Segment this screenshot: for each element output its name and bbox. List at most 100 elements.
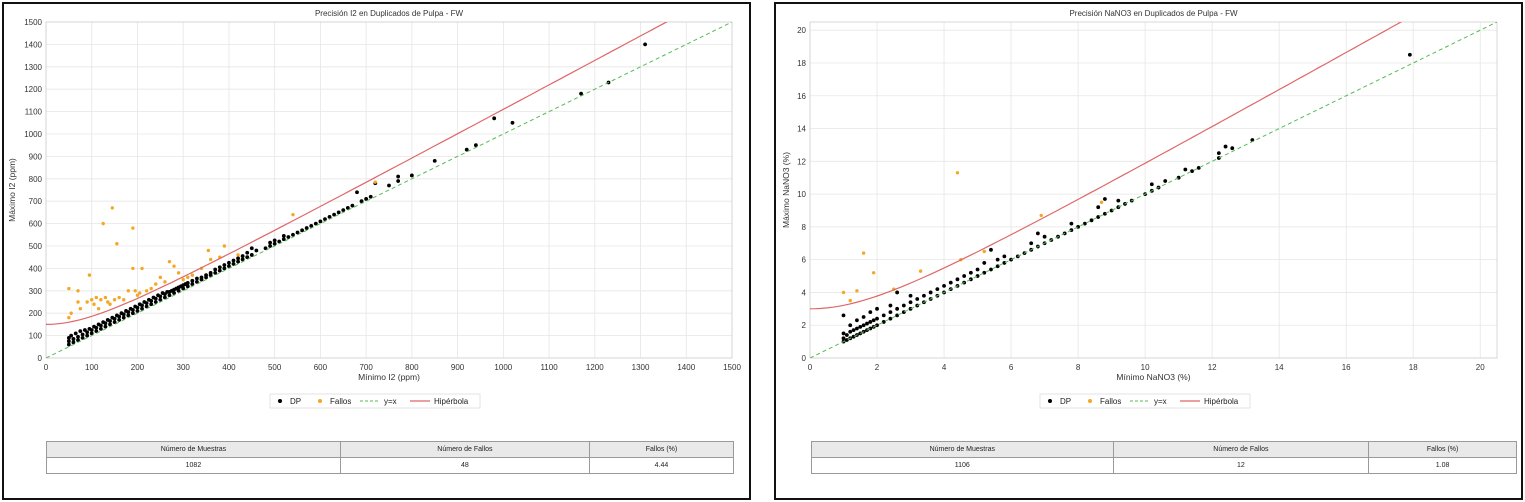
dp-point: [895, 290, 900, 295]
dp-point: [1082, 221, 1087, 226]
dp-point: [112, 320, 117, 325]
fallo-point: [94, 295, 99, 300]
dp-point: [1103, 211, 1107, 216]
dp-point: [841, 313, 846, 318]
y-tick-label: 20: [797, 26, 806, 35]
dp-point: [240, 254, 245, 258]
fallo-point: [841, 290, 846, 295]
dp-point: [875, 316, 879, 321]
x-tick-label: 4: [942, 363, 947, 372]
dp-point: [1042, 234, 1047, 239]
fallo-point: [154, 282, 158, 286]
y-tick-label: 4: [802, 288, 807, 297]
fallo-point: [87, 273, 92, 277]
dp-point: [948, 280, 953, 285]
y-tick-label: 700: [29, 197, 43, 206]
fallo-point: [101, 221, 105, 226]
dp-point: [236, 259, 240, 264]
dp-point: [341, 208, 346, 213]
scatter-chart-nano3: Precisión NaNO3 en Duplicados de Pulpa -…: [781, 9, 1498, 409]
plot-area: [46, 22, 732, 358]
dp-point: [851, 328, 856, 333]
dp-point: [89, 328, 94, 332]
dp-point: [1109, 208, 1114, 213]
dp-point: [955, 277, 960, 282]
x-tick-label: 1100: [540, 363, 558, 372]
x-tick-label: 12: [1208, 363, 1217, 372]
legend-label-fallos: Fallos: [330, 397, 351, 406]
y-tick-label: 600: [29, 220, 43, 229]
y-tick-label: 1300: [24, 63, 42, 72]
dp-point: [213, 267, 218, 272]
dp-point: [217, 265, 222, 270]
dp-point: [336, 210, 341, 215]
stats-value-failure-pct: 1.08: [1368, 457, 1517, 474]
dp-point: [855, 318, 859, 323]
fallo-point: [918, 269, 923, 273]
dp-point: [313, 221, 318, 226]
dp-point: [277, 239, 282, 244]
fallo-point: [144, 289, 149, 293]
dp-point: [89, 331, 94, 336]
dp-point: [222, 263, 227, 267]
y-tick-label: 1100: [25, 108, 43, 117]
dp-point: [868, 326, 873, 331]
dp-point: [73, 331, 78, 336]
dp-point: [140, 303, 144, 308]
gridlines: [45, 21, 733, 359]
dp-point: [1176, 175, 1181, 180]
dp-point: [922, 293, 926, 298]
legend-marker-fallos: [318, 399, 322, 403]
dp-point: [1009, 257, 1013, 262]
dp-point: [861, 323, 866, 328]
y-tick-label: 400: [29, 264, 43, 273]
scatter-chart-i2: Precisión I2 en Duplicados de Pulpa - FW…: [7, 9, 741, 409]
dp-point: [108, 322, 112, 327]
y-tick-label: 800: [29, 175, 43, 184]
dp-point: [135, 305, 140, 310]
y-tick-label: 1500: [24, 18, 42, 27]
dp-point: [204, 273, 208, 278]
fallo-point: [110, 206, 115, 210]
dp-point: [69, 333, 74, 338]
fallo-point: [236, 253, 240, 257]
dp-point: [295, 230, 300, 235]
dp-point: [1407, 52, 1412, 57]
y-tick-label: 200: [29, 309, 43, 318]
legend-label-dp: DP: [290, 397, 301, 406]
x-tick-label: 600: [314, 363, 328, 372]
dp-point: [888, 303, 893, 308]
dp-point: [1183, 167, 1188, 172]
dp-point: [350, 203, 355, 208]
dp-point: [1096, 215, 1101, 219]
x-tick-label: 0: [808, 363, 813, 372]
fallo-point: [76, 300, 80, 304]
y-tick-label: 900: [29, 152, 43, 161]
legend-label-hyperbola: Hipérbola: [434, 397, 469, 406]
fallo-point: [92, 302, 96, 306]
y-tick-label: 10: [797, 190, 806, 199]
y-tick-label: 2: [802, 321, 807, 330]
dp-point: [473, 143, 478, 148]
x-tick-label: 900: [451, 363, 465, 372]
stats-header-failures: Número de Fallos: [339, 441, 590, 458]
dp-point: [861, 315, 866, 319]
identity-line: [810, 22, 1497, 358]
stats-table-nano3: Número de Muestras Número de Fallos Fall…: [811, 441, 1517, 474]
fallo-point: [131, 226, 135, 230]
dp-point: [1096, 205, 1101, 210]
dp-point: [80, 335, 85, 340]
dp-point: [103, 324, 108, 329]
dp-point: [409, 173, 414, 178]
x-tick-label: 10: [1141, 363, 1150, 372]
dp-point: [1190, 169, 1194, 174]
dp-point: [144, 304, 149, 309]
dp-point: [126, 310, 131, 314]
dp-point: [1089, 218, 1094, 223]
dp-point: [355, 190, 359, 195]
fallo-point: [982, 249, 986, 254]
dp-point: [855, 326, 859, 331]
y-tick-label: 1200: [24, 85, 42, 94]
dp-point: [345, 206, 350, 210]
dp-point: [1116, 198, 1121, 203]
